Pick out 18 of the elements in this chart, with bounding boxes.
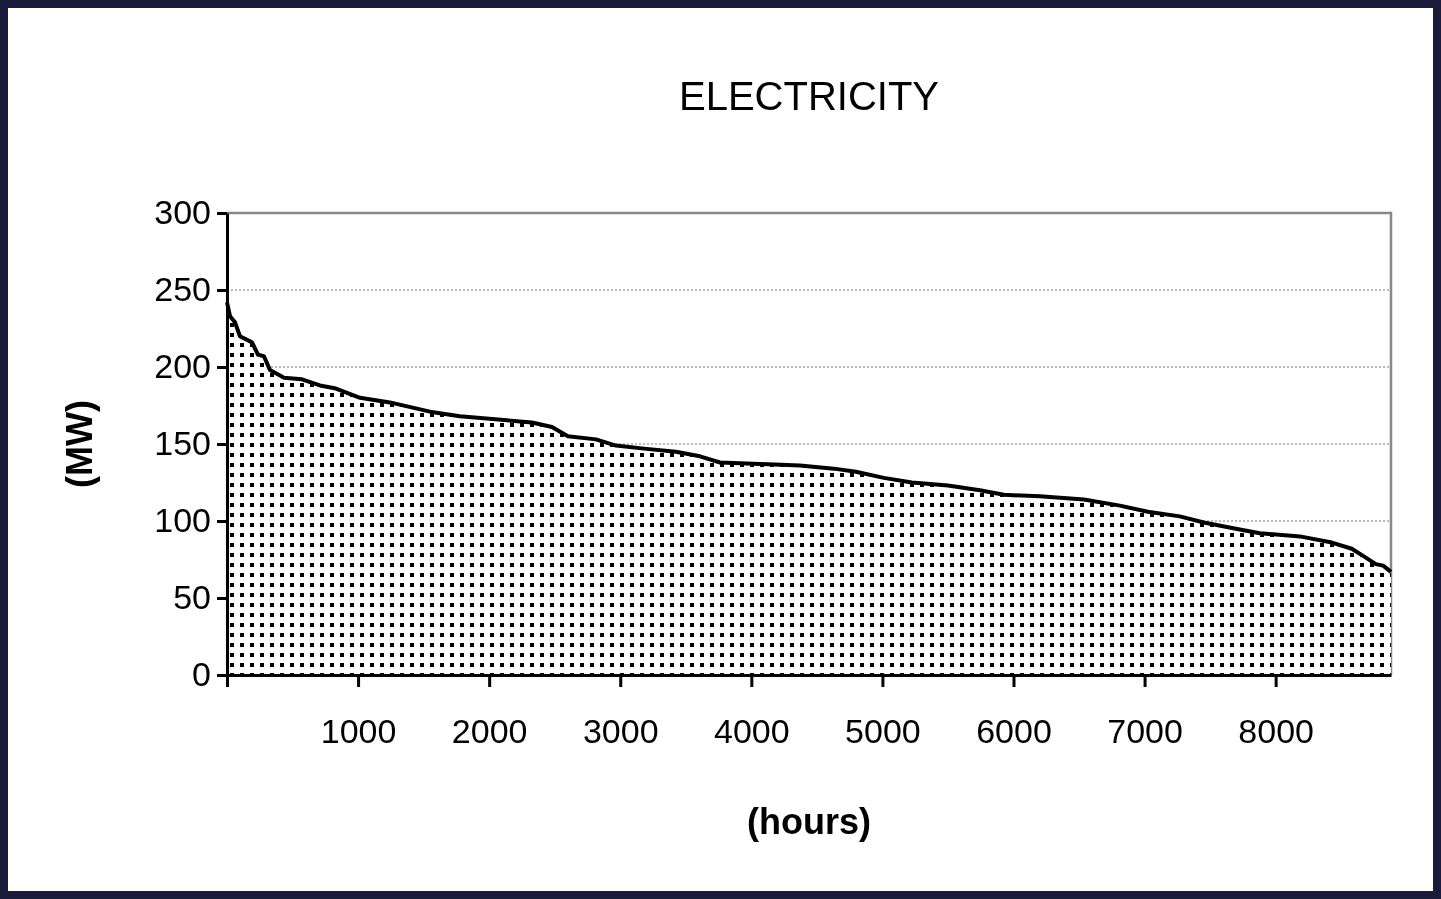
y-tick-label: 50 (173, 578, 211, 617)
x-tick-label: 3000 (582, 711, 659, 750)
x-axis-title: (hours) (747, 801, 871, 842)
chart-title: ELECTRICITY (678, 74, 940, 118)
x-tick-label: 1000 (320, 711, 397, 750)
y-tick-label: 100 (154, 501, 211, 540)
x-tick-label: 4000 (714, 711, 790, 750)
y-tick-label: 200 (154, 347, 211, 386)
x-tick-label: 7000 (1107, 711, 1183, 750)
y-tick-label: 0 (192, 655, 211, 694)
y-tick-label: 250 (154, 270, 211, 309)
x-tick-label: 8000 (1238, 711, 1314, 750)
x-tick-label: 6000 (976, 711, 1052, 750)
x-tick-label: 2000 (451, 711, 528, 750)
y-tick-label: 150 (154, 424, 211, 463)
x-tick-label: 5000 (845, 711, 921, 750)
y-tick-label: 300 (154, 193, 211, 232)
y-axis-title: (MW) (59, 400, 100, 488)
